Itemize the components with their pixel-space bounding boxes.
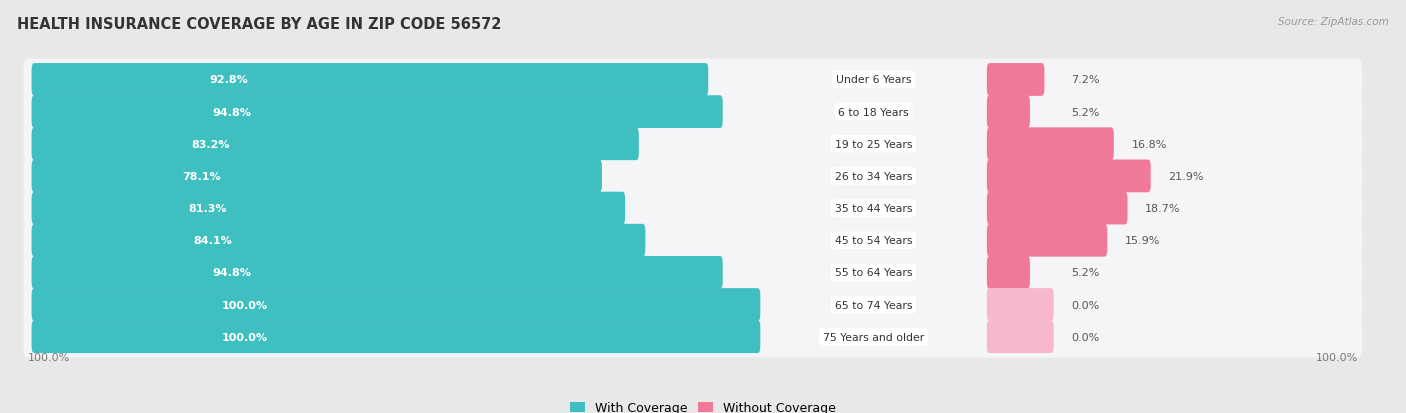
FancyBboxPatch shape (987, 320, 1053, 353)
FancyBboxPatch shape (31, 192, 626, 225)
Text: 21.9%: 21.9% (1168, 171, 1204, 181)
Text: 100.0%: 100.0% (222, 300, 269, 310)
FancyBboxPatch shape (31, 160, 602, 193)
FancyBboxPatch shape (31, 320, 761, 353)
FancyBboxPatch shape (31, 224, 645, 257)
FancyBboxPatch shape (24, 284, 1362, 325)
Text: 92.8%: 92.8% (209, 75, 247, 85)
Text: HEALTH INSURANCE COVERAGE BY AGE IN ZIP CODE 56572: HEALTH INSURANCE COVERAGE BY AGE IN ZIP … (17, 17, 502, 31)
FancyBboxPatch shape (24, 220, 1362, 261)
Text: 55 to 64 Years: 55 to 64 Years (835, 268, 912, 278)
Text: 7.2%: 7.2% (1071, 75, 1099, 85)
FancyBboxPatch shape (987, 288, 1053, 321)
Text: 15.9%: 15.9% (1125, 236, 1160, 246)
FancyBboxPatch shape (24, 252, 1362, 294)
Text: 83.2%: 83.2% (191, 140, 231, 150)
FancyBboxPatch shape (987, 192, 1128, 225)
Text: 35 to 44 Years: 35 to 44 Years (835, 204, 912, 214)
FancyBboxPatch shape (31, 64, 709, 97)
Text: 100.0%: 100.0% (222, 332, 269, 342)
Text: 5.2%: 5.2% (1071, 107, 1099, 117)
Text: 45 to 54 Years: 45 to 54 Years (835, 236, 912, 246)
FancyBboxPatch shape (24, 156, 1362, 197)
Text: 65 to 74 Years: 65 to 74 Years (835, 300, 912, 310)
Text: Under 6 Years: Under 6 Years (835, 75, 911, 85)
Text: 0.0%: 0.0% (1071, 300, 1099, 310)
Text: 6 to 18 Years: 6 to 18 Years (838, 107, 908, 117)
Text: 18.7%: 18.7% (1146, 204, 1181, 214)
FancyBboxPatch shape (24, 316, 1362, 358)
Text: Source: ZipAtlas.com: Source: ZipAtlas.com (1278, 17, 1389, 26)
Text: 100.0%: 100.0% (1316, 352, 1358, 362)
Text: 84.1%: 84.1% (193, 236, 232, 246)
Text: 5.2%: 5.2% (1071, 268, 1099, 278)
FancyBboxPatch shape (987, 224, 1108, 257)
Text: 19 to 25 Years: 19 to 25 Years (835, 140, 912, 150)
Text: 81.3%: 81.3% (188, 204, 226, 214)
FancyBboxPatch shape (24, 59, 1362, 101)
FancyBboxPatch shape (31, 256, 723, 289)
FancyBboxPatch shape (24, 188, 1362, 229)
FancyBboxPatch shape (31, 288, 761, 321)
Text: 94.8%: 94.8% (212, 268, 252, 278)
Text: 78.1%: 78.1% (183, 171, 221, 181)
Text: 100.0%: 100.0% (28, 352, 70, 362)
FancyBboxPatch shape (24, 123, 1362, 165)
Text: 75 Years and older: 75 Years and older (823, 332, 924, 342)
Text: 94.8%: 94.8% (212, 107, 252, 117)
FancyBboxPatch shape (987, 160, 1150, 193)
FancyBboxPatch shape (31, 128, 638, 161)
Text: 16.8%: 16.8% (1132, 140, 1167, 150)
FancyBboxPatch shape (987, 96, 1031, 129)
FancyBboxPatch shape (987, 256, 1031, 289)
Text: 26 to 34 Years: 26 to 34 Years (835, 171, 912, 181)
FancyBboxPatch shape (987, 128, 1114, 161)
Text: 0.0%: 0.0% (1071, 332, 1099, 342)
FancyBboxPatch shape (987, 64, 1045, 97)
Legend: With Coverage, Without Coverage: With Coverage, Without Coverage (565, 396, 841, 413)
FancyBboxPatch shape (24, 92, 1362, 133)
FancyBboxPatch shape (31, 96, 723, 129)
